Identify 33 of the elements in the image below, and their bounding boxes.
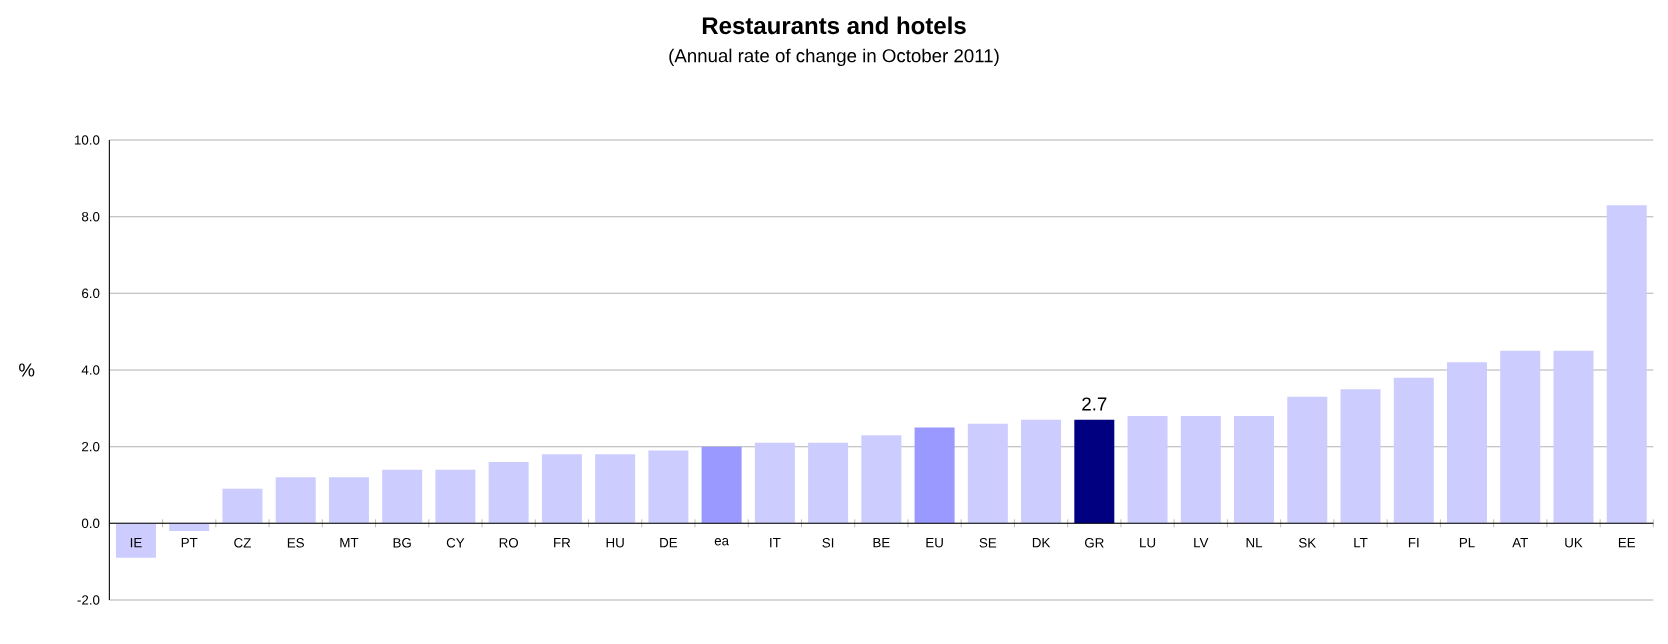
- bar: [1287, 396, 1328, 524]
- chart-subtitle: (Annual rate of change in October 2011): [669, 48, 999, 67]
- bar: [328, 477, 369, 524]
- bar: [1180, 416, 1221, 524]
- bar: [1021, 419, 1062, 524]
- chart-title: Restaurants and hotels: [702, 16, 966, 35]
- bar: [754, 442, 795, 524]
- bar: [1234, 416, 1275, 524]
- bar: [115, 523, 156, 558]
- bar: [169, 523, 210, 531]
- bar: [1074, 419, 1115, 524]
- bar: [914, 427, 955, 524]
- bar: [861, 435, 902, 524]
- data-label: 2.7: [1082, 397, 1107, 411]
- y-axis-title: %: [19, 363, 35, 377]
- bar: [595, 454, 636, 524]
- bar: [275, 477, 316, 524]
- bar: [1500, 350, 1541, 524]
- bar: [701, 446, 742, 524]
- bar: [382, 469, 423, 524]
- bar: [435, 469, 476, 524]
- bar: [1553, 350, 1594, 524]
- bar: [967, 423, 1008, 524]
- bar: [1340, 389, 1381, 524]
- bar: [1447, 362, 1487, 524]
- bar: [1127, 416, 1168, 524]
- bar: [222, 488, 263, 524]
- bar: [648, 450, 689, 524]
- bar: [808, 442, 849, 524]
- bar: [1393, 377, 1434, 524]
- bar: [541, 454, 582, 524]
- bar: [1606, 205, 1647, 524]
- bar: [488, 462, 529, 524]
